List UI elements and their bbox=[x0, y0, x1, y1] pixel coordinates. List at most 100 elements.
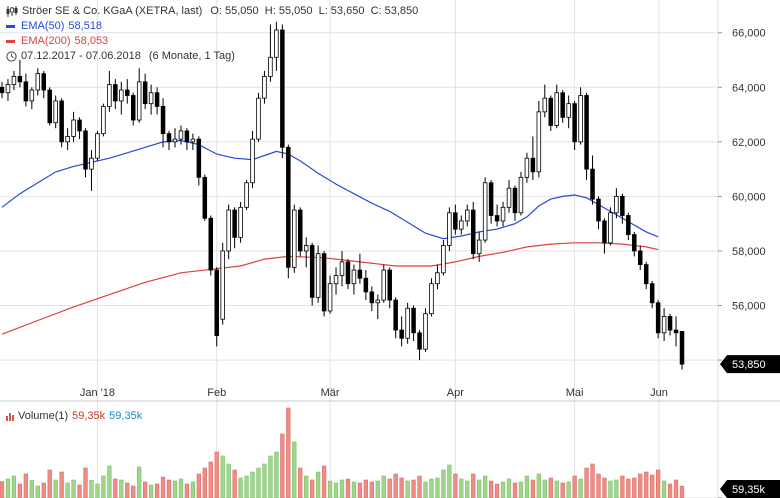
candle-body bbox=[393, 299, 398, 331]
candle-body bbox=[244, 182, 249, 208]
candle-body bbox=[375, 299, 381, 304]
candle-body bbox=[411, 307, 416, 334]
candle-body bbox=[554, 92, 559, 126]
time-tick-label: Feb bbox=[207, 387, 226, 399]
candle-body bbox=[417, 332, 422, 350]
volume-bar bbox=[280, 433, 285, 498]
volume-bar bbox=[429, 478, 434, 498]
candle-body bbox=[548, 97, 554, 126]
candle-body bbox=[679, 331, 685, 365]
volume-bar bbox=[584, 467, 589, 498]
candle-body bbox=[459, 220, 464, 230]
volume-bar bbox=[655, 469, 661, 498]
volume-bar bbox=[405, 480, 410, 498]
volume-bar bbox=[131, 485, 136, 498]
candle-body bbox=[71, 119, 76, 137]
candle-body bbox=[309, 245, 315, 298]
candle-body bbox=[435, 272, 440, 285]
volume-bar bbox=[375, 480, 380, 498]
volume-bar bbox=[59, 471, 64, 498]
candle-body bbox=[572, 103, 577, 143]
volume-bar bbox=[638, 473, 643, 498]
time-tick-label: Mai bbox=[566, 387, 584, 399]
volume-bar bbox=[256, 467, 261, 498]
candle-body bbox=[315, 253, 321, 298]
volume-bar bbox=[53, 479, 58, 498]
volume-bar bbox=[196, 473, 201, 498]
candle-body bbox=[196, 138, 202, 178]
candle-body bbox=[160, 105, 166, 135]
candle-body bbox=[500, 206, 506, 222]
candle-body bbox=[643, 264, 649, 285]
candle-body bbox=[107, 84, 112, 107]
volume-bar bbox=[488, 480, 494, 498]
candle-body bbox=[453, 212, 458, 230]
candle-body bbox=[297, 209, 303, 252]
candle-body bbox=[351, 269, 357, 285]
volume-bar bbox=[71, 479, 76, 498]
candle-body bbox=[65, 135, 70, 143]
candle-body bbox=[268, 56, 273, 77]
volume-bar bbox=[172, 480, 178, 498]
volume-bar bbox=[41, 482, 46, 498]
volume-bar bbox=[500, 481, 506, 498]
candle-body bbox=[154, 92, 160, 107]
volume-bar bbox=[411, 479, 416, 498]
ema50-line bbox=[1, 139, 659, 240]
legend-ema200-row[interactable]: EMA(200) 58,053 bbox=[6, 34, 418, 49]
volume-bar bbox=[632, 477, 637, 498]
volume-bar bbox=[453, 473, 458, 498]
volume-bar bbox=[47, 469, 52, 498]
volume-bar bbox=[542, 479, 547, 498]
volume-bar bbox=[614, 479, 619, 498]
candle-body bbox=[292, 209, 297, 268]
volume-bar bbox=[101, 475, 106, 498]
candle-body bbox=[667, 316, 673, 331]
price-tick-label: 64,000 bbox=[732, 82, 766, 94]
price-tick-label: 66,000 bbox=[732, 28, 766, 40]
candle-body bbox=[345, 261, 351, 285]
volume-bar bbox=[214, 451, 219, 498]
candle-body bbox=[369, 291, 375, 304]
volume-bar bbox=[548, 477, 553, 498]
ema200-label: EMA(200) bbox=[21, 35, 71, 47]
volume-bar bbox=[17, 483, 23, 498]
ema200-value: 58,053 bbox=[74, 35, 109, 47]
candle-body bbox=[53, 100, 58, 124]
volume-bar bbox=[208, 461, 213, 498]
candle-body bbox=[238, 206, 243, 238]
volume-bar bbox=[554, 480, 559, 498]
volume-bar bbox=[578, 478, 583, 498]
volume-bar bbox=[321, 465, 327, 498]
candle-body bbox=[518, 176, 524, 214]
candle-body bbox=[286, 146, 291, 268]
candle-body bbox=[423, 313, 428, 350]
volume-bar bbox=[154, 483, 160, 498]
volume-bar bbox=[506, 478, 512, 498]
volume-bar bbox=[477, 479, 482, 498]
price-tick-label: 60,000 bbox=[732, 191, 766, 203]
candle-body bbox=[327, 283, 333, 312]
volume-bar bbox=[608, 480, 613, 498]
candle-body bbox=[166, 133, 172, 143]
candle-body bbox=[11, 75, 17, 85]
candle-body bbox=[608, 212, 613, 244]
volume-value-b: 59,35k bbox=[109, 410, 143, 422]
candle-body bbox=[89, 157, 94, 170]
volume-bar bbox=[471, 473, 476, 498]
candle-body bbox=[214, 269, 219, 336]
volume-legend[interactable]: Volume(1) 59,35k 59,35k bbox=[6, 410, 142, 422]
legend-ema50-row[interactable]: EMA(50) 58,518 bbox=[6, 19, 418, 34]
candle-body bbox=[590, 168, 595, 200]
volume-bar bbox=[119, 479, 124, 498]
candle-body bbox=[620, 196, 625, 216]
candle-body bbox=[488, 182, 494, 216]
volume-bar bbox=[11, 475, 17, 498]
time-tick-label: Apr bbox=[447, 387, 464, 399]
clock-icon bbox=[6, 51, 17, 62]
period-range: 07.12.2017 - 07.06.2018 bbox=[21, 50, 141, 62]
candle-body bbox=[29, 89, 35, 102]
candle-body bbox=[220, 250, 225, 320]
